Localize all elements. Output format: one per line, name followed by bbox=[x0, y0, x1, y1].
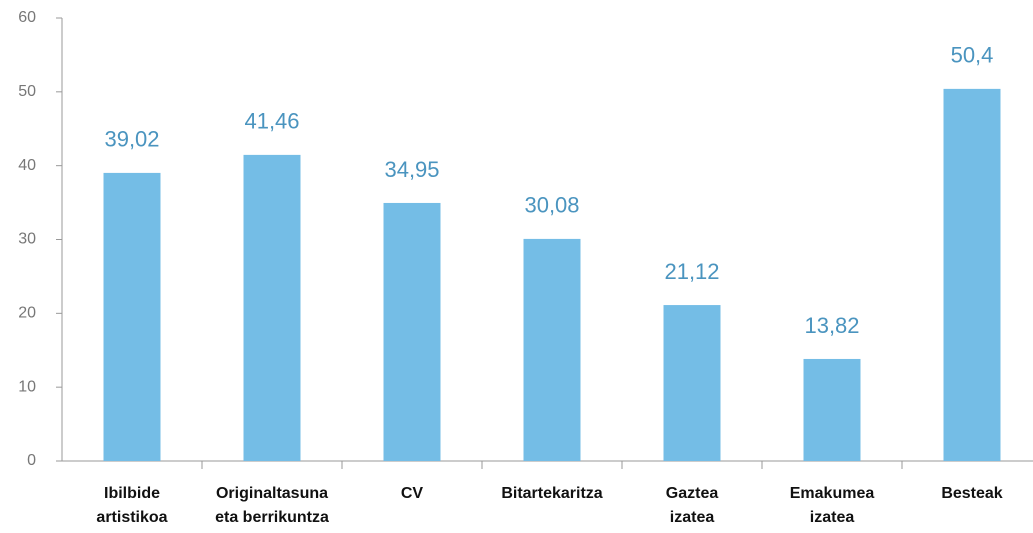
bar bbox=[663, 305, 721, 461]
y-tick-label: 30 bbox=[18, 231, 36, 248]
value-label: 30,08 bbox=[524, 193, 579, 218]
bar bbox=[803, 358, 861, 461]
value-label: 50,4 bbox=[951, 43, 994, 68]
value-label: 41,46 bbox=[244, 109, 299, 134]
bar bbox=[943, 88, 1001, 461]
y-tick-label: 50 bbox=[18, 83, 36, 100]
value-label: 39,02 bbox=[104, 127, 159, 152]
x-tick-label: Emakumea izatea bbox=[789, 485, 875, 526]
bar bbox=[103, 172, 161, 461]
y-tick-label: 0 bbox=[27, 452, 36, 469]
x-tick-label: Bitartekaritza bbox=[501, 485, 603, 502]
bar bbox=[243, 154, 301, 461]
bar bbox=[383, 202, 441, 461]
x-tick-label: CV bbox=[400, 485, 424, 502]
y-tick-label: 60 bbox=[18, 9, 36, 26]
y-tick-label: 20 bbox=[18, 305, 36, 322]
x-tick-label: Gaztea izatea bbox=[665, 485, 719, 526]
x-tick-label: Ibilbide artistikoa bbox=[96, 485, 168, 526]
x-tick-label: Originaltasuna eta berrikuntza bbox=[215, 485, 329, 526]
value-label: 34,95 bbox=[384, 157, 439, 182]
value-label: 21,12 bbox=[664, 259, 719, 284]
y-tick-label: 10 bbox=[18, 378, 36, 395]
y-tick-label: 40 bbox=[18, 157, 36, 174]
value-label: 13,82 bbox=[804, 313, 859, 338]
x-tick-label: Besteak bbox=[941, 485, 1003, 502]
bar bbox=[523, 238, 581, 461]
